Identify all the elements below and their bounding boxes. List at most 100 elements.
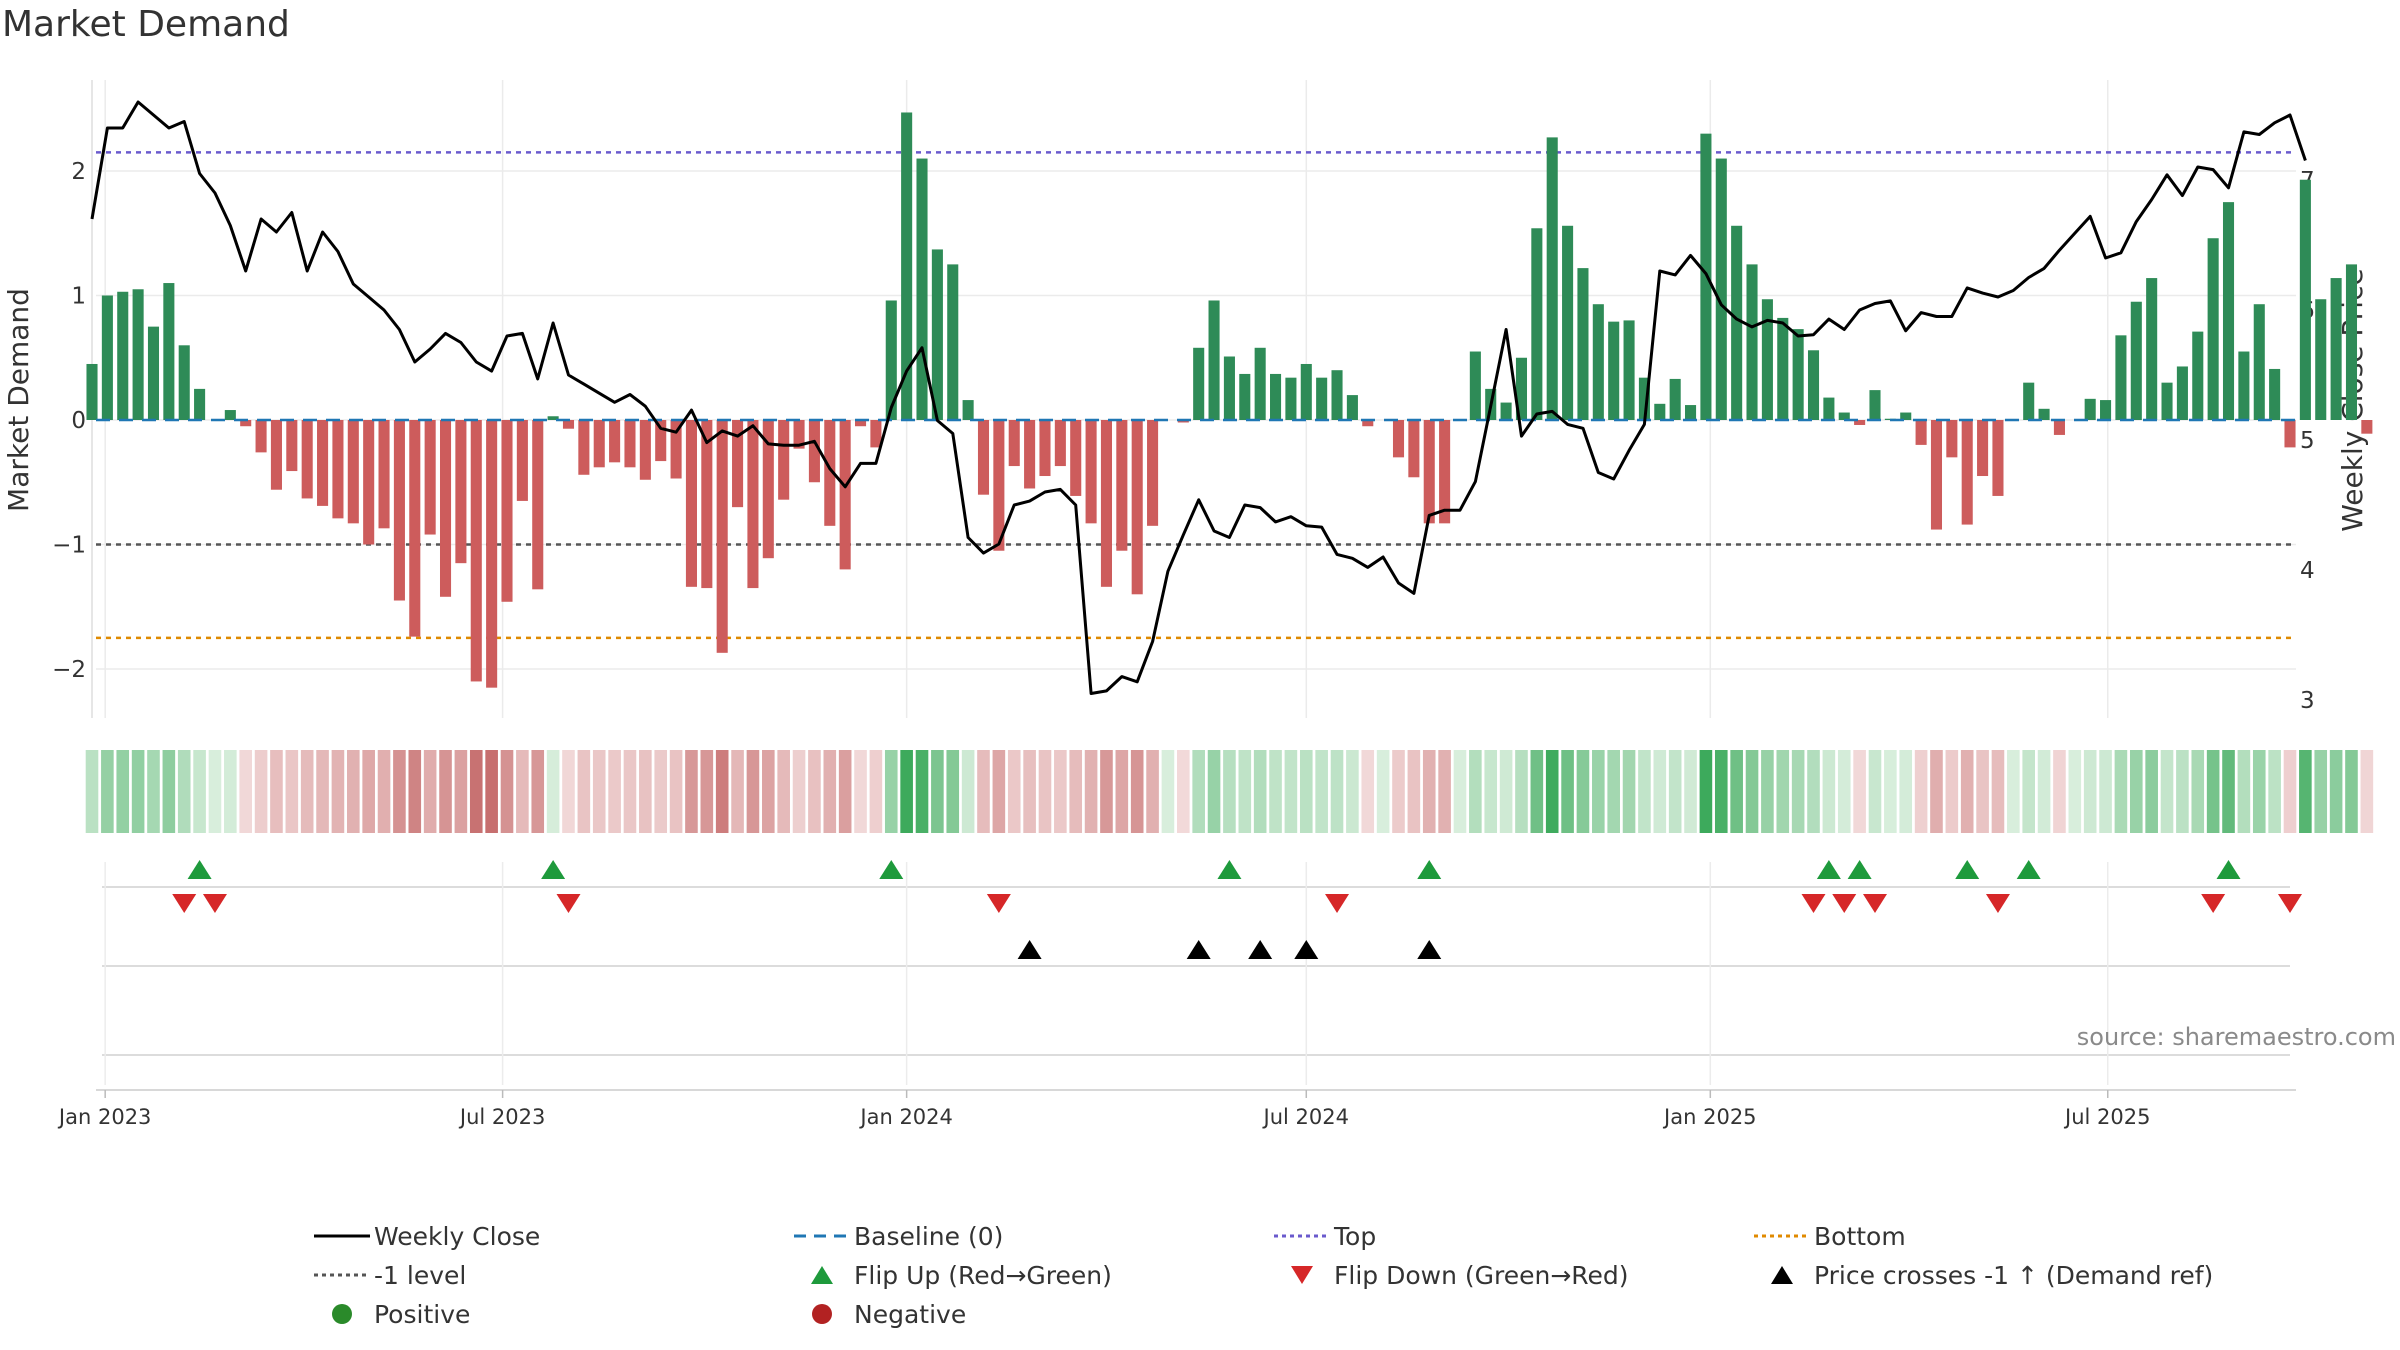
demand-bar (1992, 420, 2004, 496)
heat-cell (1023, 750, 1036, 833)
heat-cell (884, 750, 898, 833)
demand-bar (2100, 400, 2112, 420)
flip-down-marker (1985, 894, 2010, 913)
demand-bar (1562, 225, 1574, 420)
demand-bar (2115, 335, 2127, 420)
x-tick-label: Jan 2024 (858, 1105, 953, 1129)
legend-item-positive[interactable]: Positive (310, 1296, 470, 1332)
heat-cell (2206, 750, 2220, 833)
demand-heat-strip (85, 750, 2374, 833)
legend-item-top[interactable]: Top (1270, 1218, 1376, 1254)
demand-bar (1439, 420, 1451, 524)
heat-cell (1376, 750, 1390, 833)
demand-bar (1823, 397, 1835, 420)
demand-bar (2269, 368, 2281, 420)
heat-cell (1007, 750, 1021, 833)
heat-cell (1545, 750, 1559, 833)
heat-cell (669, 750, 683, 833)
heat-cell (1207, 750, 1221, 833)
dotted-line-bottom-icon (1750, 1218, 1814, 1254)
legend-item-minus1[interactable]: -1 level (310, 1257, 466, 1293)
heat-cell (2068, 750, 2082, 833)
flip-down-marker (202, 894, 227, 913)
heat-cell (1100, 750, 1113, 833)
demand-bar (1208, 300, 1220, 420)
heat-cell (685, 750, 698, 833)
demand-bar (1531, 228, 1543, 420)
flip-up-marker (187, 860, 212, 879)
heat-cell (224, 750, 237, 833)
heat-cell (285, 750, 299, 833)
flip-up-marker (1217, 860, 1242, 879)
heat-cell (531, 750, 545, 833)
heat-cell (1561, 750, 1574, 833)
demand-bar (1008, 420, 1020, 467)
demand-bar (178, 345, 190, 420)
legend-item-negative[interactable]: Negative (790, 1296, 966, 1332)
demand-bar (1930, 420, 1943, 530)
heat-cell (1515, 750, 1528, 833)
heat-cell (992, 750, 1006, 833)
heat-cell (85, 750, 99, 833)
heat-cell (147, 750, 160, 833)
demand-bar (1193, 347, 1205, 420)
demand-bar (1869, 390, 1881, 420)
heat-cell (1315, 750, 1328, 833)
heat-cell (2037, 750, 2051, 833)
flip-down-marker (2201, 894, 2226, 913)
demand-bar (1654, 403, 1666, 420)
demand-bar (2038, 408, 2050, 420)
legend-item-bottom[interactable]: Bottom (1750, 1218, 1906, 1254)
legend-label: Top (1334, 1221, 1377, 1251)
demand-bar (1577, 268, 1589, 420)
demand-bar (870, 420, 882, 448)
circle-red-icon (790, 1296, 854, 1332)
demand-bar (2161, 382, 2173, 420)
heat-cell (1576, 750, 1590, 833)
heat-cell (639, 750, 652, 833)
demand-bar (1408, 420, 1420, 478)
chart-legend: Weekly Close Baseline (0) Top Bottom -1 … (310, 1218, 2230, 1338)
demand-bar (409, 420, 421, 637)
flip-up-marker (1816, 860, 1841, 879)
demand-bar (1254, 347, 1266, 420)
heat-cell (1130, 750, 1144, 833)
heat-cell (1422, 750, 1436, 833)
demand-bar (455, 420, 467, 564)
legend-label: Price crosses -1 ↑ (Demand ref) (1814, 1260, 2214, 1290)
triangle-down-icon (1270, 1257, 1334, 1293)
heat-cell (1361, 750, 1375, 833)
heat-cell (562, 750, 575, 833)
heat-cell (608, 750, 621, 833)
heat-cell (900, 750, 913, 833)
legend-item-baseline[interactable]: Baseline (0) (790, 1218, 1003, 1254)
heat-cell (1192, 750, 1205, 833)
demand-bar (347, 420, 359, 524)
demand-bar (562, 420, 575, 429)
heat-cell (2237, 750, 2251, 833)
demand-bar (2222, 202, 2235, 421)
price-cross-marker (1017, 940, 1042, 959)
heat-cell (1991, 750, 2005, 833)
heat-cell (2160, 750, 2174, 833)
demand-bar (778, 420, 790, 500)
demand-bar (363, 420, 375, 545)
heat-cell (1453, 750, 1467, 833)
triangle-up-icon (790, 1257, 854, 1293)
heat-cell (1730, 750, 1743, 833)
heat-cell (1868, 750, 1882, 833)
heat-cell (1146, 750, 1159, 833)
demand-bar (1223, 356, 1235, 420)
legend-item-price-cross[interactable]: Price crosses -1 ↑ (Demand ref) (1750, 1257, 2213, 1293)
demand-bar (1807, 350, 1820, 420)
triangle-up-black-icon (1750, 1257, 1814, 1293)
legend-item-flip-up[interactable]: Flip Up (Red→Green) (790, 1257, 1112, 1293)
heat-cell (1807, 750, 1820, 833)
legend-label: Flip Up (Red→Green) (854, 1260, 1112, 1290)
heat-cell (1330, 750, 1344, 833)
heat-cell (869, 750, 883, 833)
heat-cell (977, 750, 990, 833)
legend-item-flip-down[interactable]: Flip Down (Green→Red) (1270, 1257, 1629, 1293)
legend-item-weekly-close[interactable]: Weekly Close (310, 1218, 540, 1254)
x-tick-label: Jul 2024 (1262, 1105, 1349, 1129)
